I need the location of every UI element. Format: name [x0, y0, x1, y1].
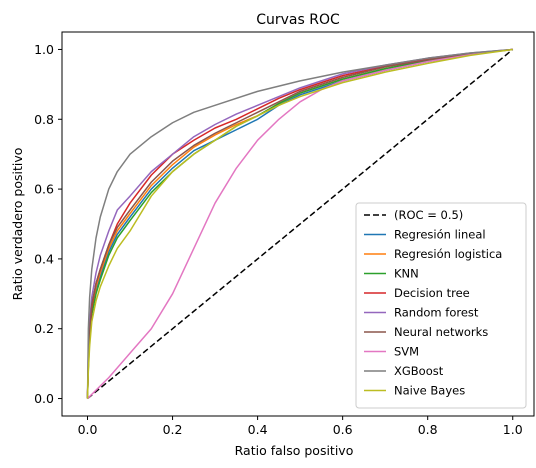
- legend-box: [355, 202, 527, 409]
- legend-label: Decision tree: [394, 286, 470, 300]
- y-tick-label: 0.2: [34, 321, 54, 336]
- x-axis-label: Ratio falso positivo: [235, 443, 354, 458]
- series-line-6: [86, 48, 513, 399]
- series-line-7: [86, 48, 513, 400]
- x-tick-label: 0.6: [333, 422, 353, 437]
- x-tick-label: 0.0: [78, 422, 98, 437]
- y-axis-label: Ratio verdadero positivo: [10, 148, 25, 301]
- legend-label: Regresión logistica: [394, 247, 502, 261]
- chart-title: Curvas ROC: [256, 12, 340, 28]
- y-tick-label: 0.8: [34, 112, 54, 127]
- legend-label: (ROC = 0.5): [394, 208, 463, 222]
- x-tick-label: 0.8: [418, 422, 438, 437]
- legend-label: Random forest: [394, 306, 479, 320]
- x-tick-label: 1.0: [503, 422, 523, 437]
- axes-frame: [61, 31, 535, 417]
- legend-label: Regresión lineal: [394, 228, 486, 242]
- legend-label: Naive Bayes: [394, 384, 465, 398]
- legend-label: Neural networks: [394, 325, 488, 339]
- series-line-9: [86, 48, 513, 399]
- y-tick-label: 0.0: [34, 391, 54, 406]
- y-tick-label: 0.6: [34, 182, 54, 197]
- legend-label: KNN: [394, 267, 419, 281]
- legend-label: XGBoost: [394, 364, 444, 378]
- legend: (ROC = 0.5) Regresión lineal Regresión log…: [355, 202, 527, 409]
- y-tick-label: 1.0: [34, 42, 54, 57]
- series-line-5: [86, 48, 513, 399]
- y-axis: 0.0 0.2 0.4 0.6 0.8 1.0: [34, 42, 62, 406]
- x-axis: 0.0 0.2 0.4 0.6 0.8 1.0: [78, 416, 523, 437]
- x-tick-label: 0.4: [248, 422, 268, 437]
- plot-area: [86, 48, 514, 400]
- legend-label: SVM: [394, 345, 419, 359]
- y-tick-label: 0.4: [34, 251, 54, 266]
- series-line-8: [86, 48, 513, 399]
- x-tick-label: 0.2: [163, 422, 183, 437]
- series-line-0: [87, 48, 514, 400]
